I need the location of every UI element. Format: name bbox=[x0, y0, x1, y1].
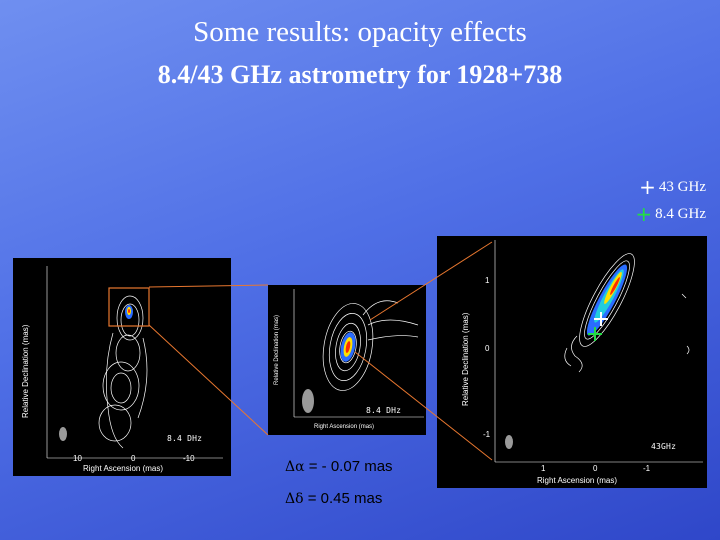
panel-right-xlabel: Right Ascension (mas) bbox=[537, 476, 618, 485]
panel-right-ytick-3: -1 bbox=[483, 430, 491, 439]
ra-offset-value: = - 0.07 mas bbox=[304, 458, 393, 475]
delta-alpha-symbol: Δα bbox=[285, 459, 305, 475]
dec-offset: Δδ = 0.45 mas bbox=[285, 490, 382, 507]
panel-right-ytick-1: 1 bbox=[485, 276, 490, 285]
slide-title: Some results: opacity effects bbox=[193, 16, 527, 48]
panel-left-ylabel: Relative Declination (mas) bbox=[21, 324, 30, 418]
contour-map-wide bbox=[46, 266, 223, 459]
legend-8ghz-label: 8.4 GHz bbox=[655, 205, 706, 222]
legend-43ghz: + 43 GHz bbox=[639, 175, 706, 199]
map-panel-43ghz: 43GHz Relative Declination (mas) Right A… bbox=[437, 236, 707, 488]
panel-right-xtick-1: 1 bbox=[541, 464, 546, 473]
slide-subtitle: 8.4/43 GHz astrometry for 1928+738 bbox=[157, 60, 563, 89]
cross-43ghz bbox=[594, 312, 608, 326]
panel-right-xtick-2: 0 bbox=[593, 464, 598, 473]
dec-offset-value: = 0.45 mas bbox=[303, 490, 383, 507]
contour-map-zoom bbox=[293, 289, 424, 418]
contour-map-43ghz bbox=[494, 240, 703, 463]
plus-icon: + bbox=[635, 202, 653, 226]
map-panel-8ghz-zoom: 8.4 DHz Relative Declination (mas) Right… bbox=[268, 285, 426, 435]
delta-delta-symbol: Δδ bbox=[285, 491, 304, 507]
cross-8ghz bbox=[588, 327, 602, 341]
plus-icon: + bbox=[639, 175, 656, 199]
panel-right-xtick-3: -1 bbox=[643, 464, 651, 473]
panel-middle-xlabel: Right Ascension (mas) bbox=[314, 424, 375, 430]
ra-offset: Δα = - 0.07 mas bbox=[285, 458, 393, 475]
panel-right-band-label: 43GHz bbox=[651, 442, 677, 451]
panel-left-xlabel: Right Ascension (mas) bbox=[83, 464, 164, 473]
panel-left-band-label: 8.4 DHz bbox=[167, 434, 203, 443]
panel-right-ytick-2: 0 bbox=[485, 344, 490, 353]
panel-left-xtick-2: 0 bbox=[131, 454, 136, 463]
legend-8ghz: + 8.4 GHz bbox=[635, 202, 706, 226]
panel-right-ylabel: Relative Declination (mas) bbox=[461, 312, 470, 406]
panel-middle-ylabel: Relative Declination (mas) bbox=[274, 314, 280, 385]
legend-43ghz-label: 43 GHz bbox=[658, 178, 706, 195]
map-panel-8ghz-wide: 8.4 DHz Relative Declination (mas) Right… bbox=[13, 258, 231, 476]
panel-middle-band-label: 8.4 DHz bbox=[366, 406, 402, 415]
zoom-box bbox=[108, 287, 150, 327]
panel-left-xtick-1: 10 bbox=[73, 454, 82, 463]
panel-left-xtick-3: -10 bbox=[183, 454, 195, 463]
